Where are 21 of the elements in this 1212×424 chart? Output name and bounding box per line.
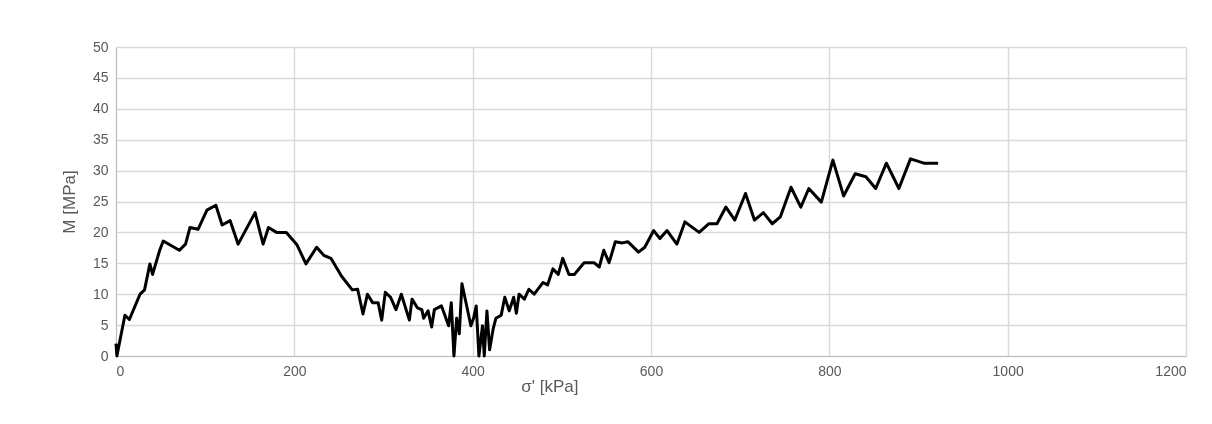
y-tick-label: 40 bbox=[92, 100, 109, 117]
y-tick-label: 15 bbox=[92, 254, 109, 271]
line-series bbox=[114, 157, 940, 358]
y-axis-title: M [MPa] bbox=[59, 170, 79, 234]
y-tick-label: 25 bbox=[92, 193, 109, 209]
y-tick-label: 30 bbox=[92, 162, 109, 179]
y-tick-label: 35 bbox=[92, 131, 109, 148]
x-tick-label: 0 bbox=[116, 362, 125, 379]
x-tick-label: 1200 bbox=[1155, 362, 1187, 379]
x-tick-label: 200 bbox=[283, 362, 307, 379]
y-tick-label: 5 bbox=[100, 316, 109, 333]
y-tick-label: 45 bbox=[92, 69, 109, 86]
x-tick-label: 800 bbox=[818, 362, 842, 379]
y-tick-label: 0 bbox=[100, 347, 109, 364]
y-tick-label: 20 bbox=[92, 223, 109, 240]
y-tick-label: 10 bbox=[92, 285, 109, 302]
x-tick-label: 1000 bbox=[992, 362, 1024, 379]
x-tick-label: 400 bbox=[461, 362, 486, 379]
x-axis-title: σ' [kPa] bbox=[521, 376, 579, 396]
y-tick-label: 50 bbox=[92, 38, 109, 55]
x-tick-label: 600 bbox=[639, 362, 664, 379]
